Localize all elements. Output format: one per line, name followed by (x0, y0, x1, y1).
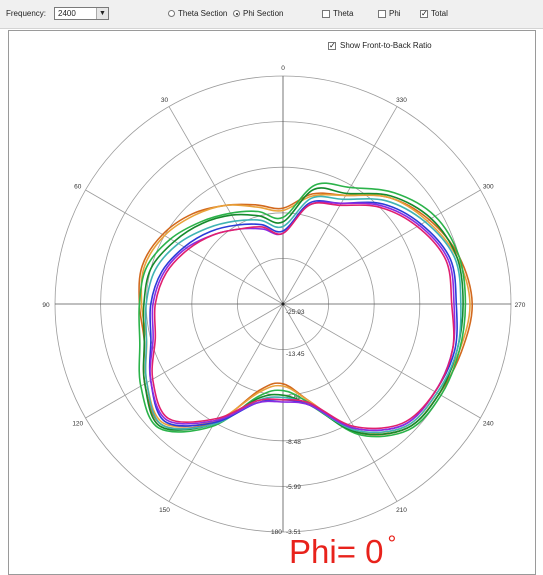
checkbox-icon[interactable] (378, 9, 386, 18)
phi-section-label: Phi Section (243, 9, 284, 18)
phi-section-radio[interactable]: Phi Section (233, 9, 283, 18)
pattern-series (138, 192, 474, 436)
checkbox-checked-icon[interactable]: ✓ (328, 40, 336, 50)
pattern-series (149, 201, 456, 432)
grid-spoke (85, 303, 284, 419)
show-fbr-checkbox[interactable]: ✓ Show Front-to-Back Ratio (328, 41, 432, 50)
radio-icon[interactable] (168, 10, 175, 17)
frequency-value: 2400 (58, 9, 76, 18)
angle-label: 270 (515, 302, 526, 309)
toolbar: Frequency: 2400 ▼ Theta Section Phi Sect… (0, 0, 543, 29)
phi-checkbox-label: Phi (389, 9, 401, 18)
theta-checkbox-label: Theta (333, 9, 354, 18)
caption: Phi= 0 ° (289, 531, 397, 571)
pattern-series (151, 202, 455, 430)
grid-spoke (282, 303, 481, 419)
radial-label: -5.99 (286, 484, 301, 491)
grid-spoke (168, 303, 284, 502)
angle-label: 300 (483, 184, 494, 191)
radial-label: -8.48 (286, 439, 301, 446)
angle-label: 120 (72, 421, 83, 428)
phi-checkbox[interactable]: Phi (378, 9, 401, 18)
total-checkbox[interactable]: ✓ Total (420, 9, 448, 18)
degree-symbol: ° (387, 531, 397, 556)
radial-label: -25.93 (286, 309, 305, 316)
angle-label: 30 (161, 97, 169, 104)
pattern-series (142, 187, 464, 436)
pattern-series (144, 195, 462, 434)
angle-label-180: 180 (271, 529, 282, 536)
grid-spoke (282, 189, 481, 305)
angle-label: 0 (281, 65, 285, 72)
angle-label: 90 (42, 302, 50, 309)
angle-label: 60 (74, 184, 82, 191)
frequency-select[interactable]: 2400 ▼ (54, 7, 109, 20)
plot-panel (8, 30, 536, 575)
radial-label: -3.51 (286, 529, 301, 536)
caption-text: Phi= 0 (289, 533, 384, 570)
grid-spoke (282, 303, 398, 502)
total-checkbox-label: Total (431, 9, 448, 18)
pattern-series (138, 182, 467, 438)
show-fbr-label: Show Front-to-Back Ratio (340, 41, 432, 50)
angle-label: 240 (483, 421, 494, 428)
chevron-down-icon[interactable]: ▼ (96, 8, 108, 19)
frequency-label: Frequency: (6, 9, 47, 18)
radial-label: -13.45 (286, 351, 305, 358)
theta-checkbox[interactable]: Theta (322, 9, 353, 18)
center-dot (281, 302, 285, 306)
angle-label: 150 (159, 507, 170, 514)
checkbox-checked-icon[interactable]: ✓ (420, 8, 428, 18)
theta-section-label: Theta Section (178, 9, 228, 18)
pattern-series (140, 193, 471, 434)
radio-selected-icon[interactable] (233, 10, 240, 17)
theta-section-radio[interactable]: Theta Section (168, 9, 227, 18)
angle-label: 210 (396, 507, 407, 514)
angle-label: 330 (396, 97, 407, 104)
checkbox-icon[interactable] (322, 9, 330, 18)
